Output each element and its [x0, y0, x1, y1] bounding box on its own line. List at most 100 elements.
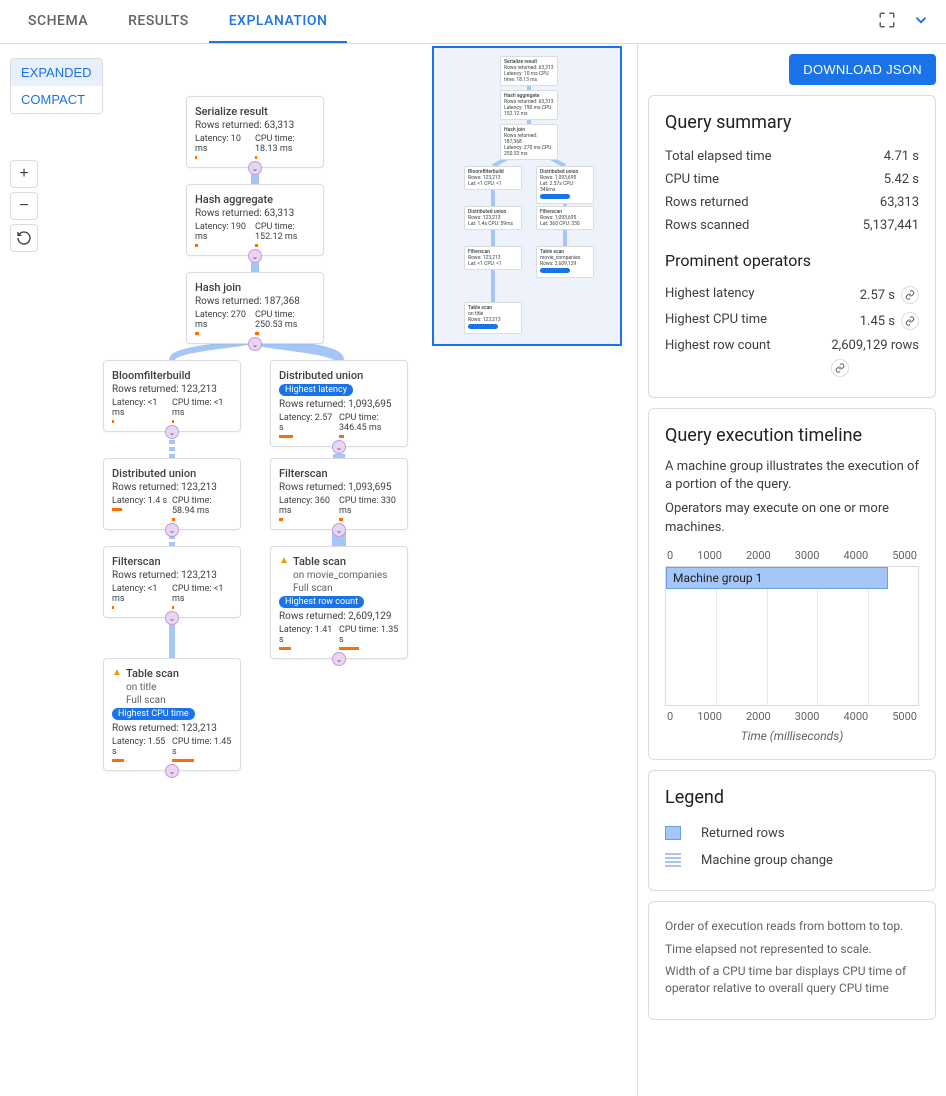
- note-2: Time elapsed not represented to scale.: [665, 941, 919, 958]
- timeline-title: Query execution timeline: [665, 425, 919, 446]
- compact-toggle[interactable]: COMPACT: [11, 86, 95, 113]
- node-rows: Rows returned: 123,213: [112, 570, 232, 581]
- node-title: Serialize result: [195, 105, 315, 118]
- zoom-reset-button[interactable]: [10, 224, 38, 252]
- query-plan-canvas[interactable]: EXPANDED COMPACT + − Serialize resultRow…: [0, 44, 638, 1096]
- node-expand-icon[interactable]: ⌄: [332, 440, 346, 454]
- prominent-val: 2.57 s: [860, 286, 919, 304]
- plan-node[interactable]: Distributed unionHighest latencyRows ret…: [270, 360, 408, 447]
- node-expand-icon[interactable]: ⌄: [248, 249, 262, 263]
- timeline-tick: 1000: [697, 549, 722, 562]
- minimap-node: Distributed unionRows: 1,093,695Lat: 2.5…: [536, 166, 594, 204]
- node-rows: Rows returned: 123,213: [112, 723, 232, 734]
- chevron-down-icon[interactable]: [904, 3, 938, 41]
- note-3: Width of a CPU time bar displays CPU tim…: [665, 963, 919, 997]
- node-latency: Latency: 360 ms: [279, 496, 339, 521]
- timeline-card: Query execution timeline A machine group…: [648, 408, 936, 760]
- node-rows: Rows returned: 2,609,129: [279, 611, 399, 622]
- summary-title: Query summary: [665, 112, 919, 133]
- node-subtitle2: Full scan: [112, 695, 232, 706]
- minimap-node: Hash aggregateRows returned: 63,313Laten…: [500, 90, 558, 120]
- expanded-toggle[interactable]: EXPANDED: [11, 59, 102, 86]
- legend-returned-label: Returned rows: [701, 826, 785, 841]
- plan-node[interactable]: Hash joinRows returned: 187,368Latency: …: [186, 272, 324, 344]
- minimap-node: Hash joinRows returned: 187,368Latency: …: [500, 124, 558, 160]
- summary-key: Rows returned: [665, 195, 749, 210]
- zoom-out-button[interactable]: −: [10, 192, 38, 220]
- plan-node[interactable]: Distributed unionRows returned: 123,213L…: [103, 458, 241, 530]
- query-summary-card: Query summary Total elapsed time4.71 sCP…: [648, 95, 936, 398]
- tab-results[interactable]: RESULTS: [108, 1, 209, 43]
- timeline-tick: 3000: [795, 710, 820, 723]
- node-expand-icon[interactable]: ⌄: [165, 425, 179, 439]
- summary-val: 5,137,441: [863, 218, 919, 233]
- timeline-body: Machine group 1: [665, 566, 919, 706]
- download-json-button[interactable]: DOWNLOAD JSON: [789, 54, 936, 85]
- link-icon[interactable]: [901, 286, 919, 304]
- warning-icon: ▲: [112, 667, 122, 678]
- minimap-node: Table scanon titleRows: 123,213: [464, 302, 522, 334]
- node-rows: Rows returned: 123,213: [112, 384, 232, 395]
- node-rows: Rows returned: 63,313: [195, 120, 315, 131]
- timeline-xlabel: Time (milliseconds): [665, 729, 919, 743]
- link-icon[interactable]: [901, 312, 919, 330]
- prominent-key: Highest row count: [665, 338, 770, 377]
- link-icon[interactable]: [831, 359, 849, 377]
- node-expand-icon[interactable]: ⌄: [165, 764, 179, 778]
- minimap-node: Distributed unionRows: 123,213Lat: 1.4s …: [464, 206, 522, 230]
- plan-node[interactable]: FilterscanRows returned: 1,093,695Latenc…: [270, 458, 408, 530]
- node-rows: Rows returned: 63,313: [195, 208, 315, 219]
- prominent-key: Highest latency: [665, 286, 755, 304]
- node-latency: Latency: 270 ms: [195, 310, 255, 335]
- node-cpu: CPU time: 152.12 ms: [255, 222, 315, 247]
- timeline-bar[interactable]: Machine group 1: [666, 567, 888, 589]
- summary-key: CPU time: [665, 172, 719, 187]
- node-title: Distributed union: [279, 369, 399, 382]
- plan-node[interactable]: Hash aggregate Rows returned: 63,313 Laten…: [186, 184, 324, 256]
- timeline-tick: 0: [667, 710, 673, 723]
- note-1: Order of execution reads from bottom to …: [665, 918, 919, 935]
- prominent-val: 1.45 s: [860, 312, 919, 330]
- node-cpu: CPU time: 58.94 ms: [172, 496, 232, 521]
- plan-node[interactable]: FilterscanRows returned: 123,213Latency:…: [103, 546, 241, 618]
- timeline-desc1: A machine group illustrates the executio…: [665, 458, 919, 494]
- plan-node[interactable]: Serialize resultRows returned: 63,313Lat…: [186, 96, 324, 168]
- node-expand-icon[interactable]: ⌄: [165, 611, 179, 625]
- node-title: Distributed union: [112, 467, 232, 480]
- node-latency: Latency: 190 ms: [195, 222, 255, 247]
- zoom-in-button[interactable]: +: [10, 160, 38, 188]
- plan-node[interactable]: ▲Table scanon movie_companiesFull scanHi…: [270, 546, 408, 659]
- summary-row: Rows scanned5,137,441: [665, 214, 919, 237]
- node-expand-icon[interactable]: ⌄: [332, 523, 346, 537]
- node-rows: Rows returned: 123,213: [112, 482, 232, 493]
- summary-row: Rows returned63,313: [665, 191, 919, 214]
- legend-machine-label: Machine group change: [701, 853, 833, 868]
- fullscreen-icon[interactable]: [870, 3, 904, 41]
- node-latency: Latency: 1.55 s: [112, 737, 172, 762]
- tab-bar: SCHEMA RESULTS EXPLANATION: [0, 0, 946, 44]
- node-title: Hash aggregate: [195, 193, 315, 206]
- minimap[interactable]: Serialize resultRows returned: 63,313Lat…: [432, 46, 622, 346]
- node-expand-icon[interactable]: ⌄: [248, 337, 262, 351]
- node-cpu: CPU time: 1.35 s: [339, 625, 399, 650]
- plan-node[interactable]: ▲Table scanon titleFull scanHighest CPU …: [103, 658, 241, 771]
- minimap-node: FilterscanRows: 1,093,695Lat: 360 CPU: 3…: [536, 206, 594, 230]
- timeline-tick: 5000: [892, 710, 917, 723]
- tab-explanation[interactable]: EXPLANATION: [209, 1, 348, 43]
- node-badge: Highest latency: [279, 384, 353, 396]
- plan-node[interactable]: BloomfilterbuildRows returned: 123,213La…: [103, 360, 241, 432]
- summary-val: 5.42 s: [884, 172, 919, 187]
- tab-schema[interactable]: SCHEMA: [8, 1, 108, 43]
- minimap-node: Table scanmovie_companiesRows: 2,609,129: [536, 246, 594, 278]
- node-expand-icon[interactable]: ⌄: [248, 161, 262, 175]
- node-expand-icon[interactable]: ⌄: [332, 652, 346, 666]
- minimap-node: FilterscanRows: 123,213Lat: <1 CPU: <1: [464, 246, 522, 270]
- node-cpu: CPU time: 330 ms: [339, 496, 399, 521]
- node-title: Bloomfilterbuild: [112, 369, 232, 382]
- warning-icon: ▲: [279, 555, 289, 566]
- timeline-tick: 5000: [892, 549, 917, 562]
- summary-row: CPU time 5.42 s: [665, 168, 919, 191]
- node-badge: Highest row count: [279, 596, 364, 608]
- node-expand-icon[interactable]: ⌄: [165, 523, 179, 537]
- minimap-node: Serialize resultRows returned: 63,313Lat…: [500, 56, 558, 86]
